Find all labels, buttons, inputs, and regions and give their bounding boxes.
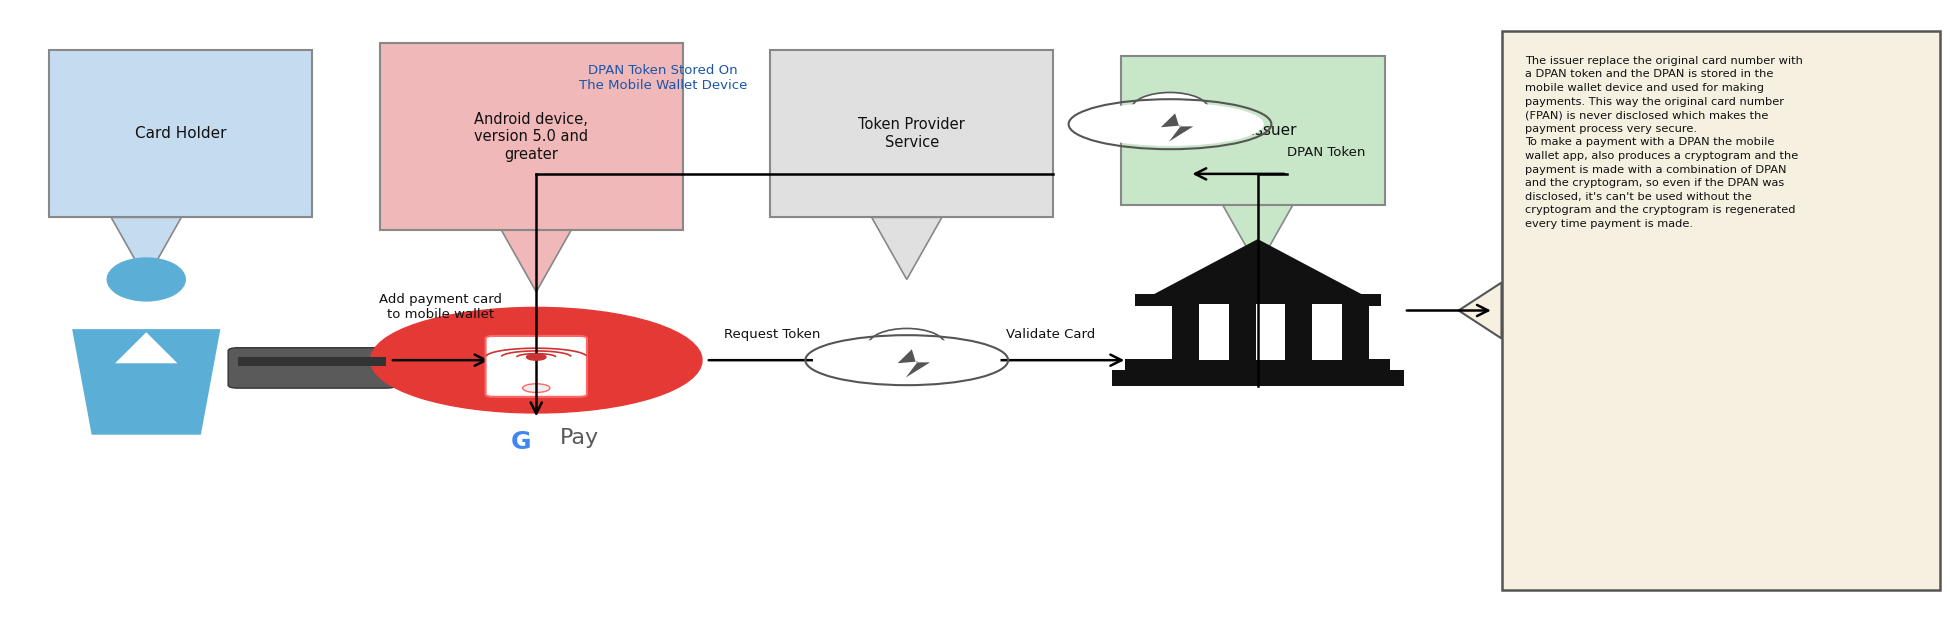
Text: Token Provider
Service: Token Provider Service [858, 117, 965, 150]
Ellipse shape [846, 345, 897, 367]
Ellipse shape [1131, 93, 1209, 125]
Ellipse shape [862, 351, 922, 377]
Ellipse shape [874, 331, 940, 359]
Bar [1312, 304, 1342, 360]
Bar [1285, 304, 1312, 360]
Ellipse shape [866, 353, 916, 374]
Ellipse shape [1137, 95, 1203, 123]
Polygon shape [897, 349, 930, 378]
FancyBboxPatch shape [486, 336, 587, 397]
Ellipse shape [813, 338, 1000, 382]
Ellipse shape [840, 343, 901, 369]
Text: Add payment card
to mobile wallet: Add payment card to mobile wallet [378, 293, 503, 322]
Text: Validate Card: Validate Card [1006, 328, 1096, 340]
Ellipse shape [1110, 109, 1160, 131]
Bar [238, 357, 386, 366]
Bar [1112, 370, 1404, 386]
Polygon shape [111, 217, 181, 279]
Circle shape [523, 384, 550, 392]
Ellipse shape [1182, 110, 1234, 132]
Bar [1135, 294, 1381, 306]
Circle shape [370, 307, 702, 413]
Bar [1228, 304, 1256, 360]
Ellipse shape [868, 329, 946, 361]
Text: Android device,
version 5.0 and
greater: Android device, version 5.0 and greater [474, 112, 589, 161]
Polygon shape [872, 217, 942, 279]
Ellipse shape [1125, 115, 1186, 141]
Bar [1172, 304, 1199, 360]
Ellipse shape [915, 343, 975, 369]
Text: G: G [511, 430, 530, 455]
Ellipse shape [1158, 116, 1219, 142]
Text: Pay: Pay [560, 428, 599, 448]
Text: Card Holder: Card Holder [135, 126, 226, 141]
Polygon shape [501, 230, 571, 292]
Polygon shape [115, 332, 177, 363]
Text: DPAN Token: DPAN Token [1287, 146, 1365, 158]
Ellipse shape [1162, 117, 1215, 140]
Text: Request Token: Request Token [723, 328, 821, 340]
Ellipse shape [920, 346, 971, 368]
Ellipse shape [895, 351, 956, 378]
Text: Card issuer: Card issuer [1209, 123, 1297, 138]
Ellipse shape [107, 258, 185, 301]
Polygon shape [1160, 113, 1193, 142]
Polygon shape [1141, 239, 1375, 301]
Bar [1125, 359, 1390, 371]
FancyBboxPatch shape [380, 43, 682, 230]
Ellipse shape [1076, 102, 1264, 146]
Polygon shape [72, 329, 220, 435]
FancyBboxPatch shape [770, 50, 1053, 217]
Polygon shape [1223, 205, 1293, 267]
FancyBboxPatch shape [228, 348, 396, 388]
Text: DPAN Token Stored On
The Mobile Wallet Device: DPAN Token Stored On The Mobile Wallet D… [579, 63, 747, 92]
Ellipse shape [899, 353, 952, 376]
Polygon shape [1459, 283, 1502, 338]
FancyBboxPatch shape [49, 50, 312, 217]
Text: The issuer replace the original card number with
a DPAN token and the DPAN is st: The issuer replace the original card num… [1525, 56, 1804, 229]
Ellipse shape [1178, 107, 1238, 134]
FancyBboxPatch shape [1121, 56, 1384, 205]
Bar [1199, 304, 1228, 360]
Bar [1256, 304, 1285, 360]
Ellipse shape [1129, 117, 1180, 138]
FancyBboxPatch shape [1502, 31, 1940, 590]
Ellipse shape [1104, 107, 1164, 133]
Circle shape [526, 354, 546, 360]
Bar [1342, 304, 1369, 360]
